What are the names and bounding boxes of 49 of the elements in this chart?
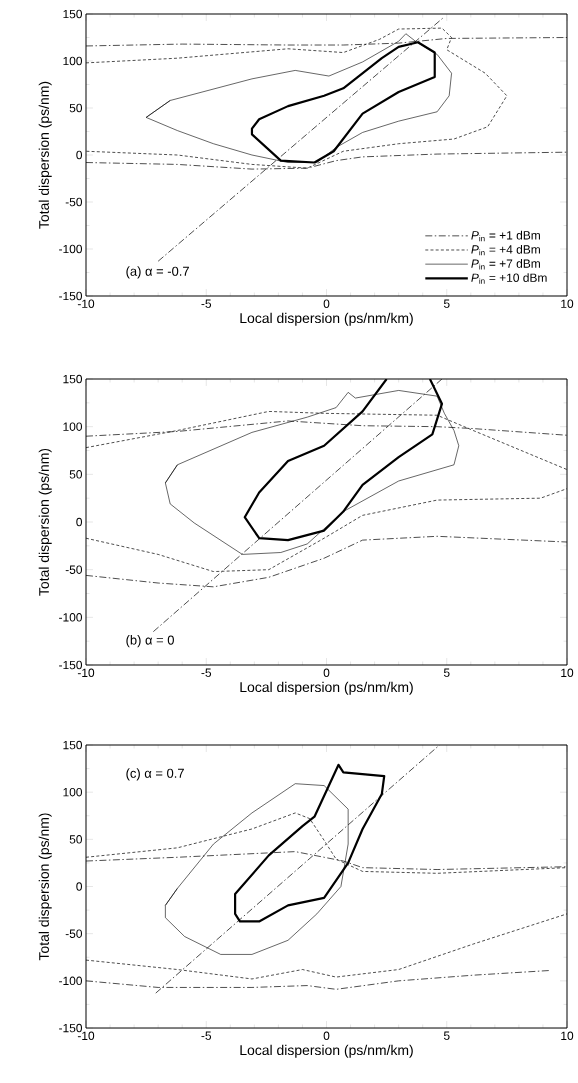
- legend-label: P$_{in}$ = +1 dBm: [471, 230, 540, 242]
- x-tick-label: -10: [77, 668, 95, 677]
- annotation: (a) α = -0.7: [126, 266, 189, 279]
- x-tick-label: 10: [561, 299, 574, 308]
- x-tick-label: -10: [77, 1031, 95, 1040]
- legend-label: P$_{in}$ = +4 dBm: [471, 244, 540, 256]
- x-tick-label: -10: [77, 299, 95, 308]
- y-tick-label: 0: [76, 517, 83, 527]
- y-tick-label: 0: [76, 150, 83, 160]
- legend-label: P$_{in}$ = +10 dBm: [471, 273, 547, 284]
- x-tick-label: -5: [201, 668, 212, 677]
- y-tick-label: 0: [76, 882, 83, 891]
- x-tick-label: -5: [201, 299, 212, 308]
- x-axis-title: Local dispersion (ps/nm/km): [240, 681, 413, 695]
- y-tick-label: -100: [59, 244, 83, 254]
- x-tick-label: 5: [443, 1031, 450, 1040]
- x-tick-label: 10: [561, 1031, 574, 1040]
- x-axis-title: Local dispersion (ps/nm/km): [240, 1044, 413, 1058]
- y-axis-title: Total dispersion (ps/nm): [38, 813, 52, 961]
- y-tick-label: 100: [63, 422, 83, 431]
- x-tick-label: 0: [323, 299, 330, 308]
- y-tick-label: 150: [63, 9, 83, 19]
- y-tick-label: 150: [63, 740, 83, 750]
- y-tick-label: -150: [59, 1023, 83, 1033]
- y-tick-label: 100: [63, 787, 83, 797]
- x-tick-label: 5: [443, 668, 450, 677]
- annotation: (b) α = 0: [126, 635, 174, 648]
- x-tick-label: -5: [201, 1031, 212, 1040]
- y-tick-label: 150: [63, 374, 83, 384]
- annotation: (c) α = 0.7: [126, 768, 184, 781]
- y-axis-title: Total dispersion (ps/nm): [38, 81, 52, 229]
- y-tick-label: -100: [59, 613, 83, 622]
- y-tick-label: 50: [69, 103, 83, 113]
- y-tick-label: -50: [65, 929, 83, 938]
- x-tick-label: 0: [323, 1031, 330, 1040]
- y-tick-label: 50: [69, 470, 83, 479]
- y-tick-label: 100: [63, 56, 83, 66]
- y-tick-label: -50: [65, 197, 83, 207]
- x-tick-label: 5: [443, 299, 450, 308]
- y-axis-title: Total dispersion (ps/nm): [38, 448, 52, 596]
- y-tick-label: -150: [59, 660, 83, 670]
- y-tick-label: -50: [65, 565, 83, 574]
- x-tick-label: 0: [323, 668, 330, 677]
- legend-label: P$_{in}$ = +7 dBm: [471, 259, 540, 270]
- y-tick-label: -100: [59, 976, 83, 986]
- x-axis-title: Local dispersion (ps/nm/km): [240, 312, 413, 326]
- y-tick-label: 50: [69, 835, 83, 844]
- x-tick-label: 10: [561, 668, 574, 677]
- y-tick-label: -150: [59, 291, 83, 301]
